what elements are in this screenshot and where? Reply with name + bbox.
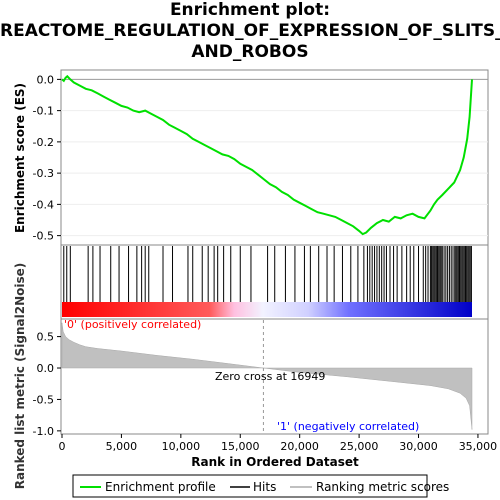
x-tick-label: 10,000 bbox=[162, 440, 201, 453]
es-tick-label: -0.3 bbox=[33, 167, 54, 180]
es-tick-label: -0.4 bbox=[33, 198, 54, 211]
x-tick-label: 25,000 bbox=[340, 440, 379, 453]
metric-tick-label: 0.5 bbox=[37, 331, 55, 344]
legend-enrichment-profile: Enrichment profile bbox=[105, 480, 216, 494]
metric-axis-label: Ranked list metric (Signal2Noise) bbox=[13, 263, 27, 490]
title-line-2: REACTOME_REGULATION_OF_EXPRESSION_OF_SLI… bbox=[0, 21, 500, 41]
es-tick-label: 0.0 bbox=[37, 73, 55, 86]
positive-correlated-label: '0' (positively correlated) bbox=[64, 318, 201, 331]
metric-tick-label: 0.0 bbox=[37, 362, 55, 375]
legend: Enrichment profile Hits Ranking metric s… bbox=[72, 474, 449, 498]
legend-hits: Hits bbox=[253, 480, 276, 494]
negative-correlated-label: '1' (negatively correlated) bbox=[277, 420, 419, 433]
title-line-1: Enrichment plot: bbox=[169, 0, 331, 20]
metric-tick-label: -1.0 bbox=[33, 425, 54, 438]
es-tick-label: -0.2 bbox=[33, 136, 54, 149]
x-tick-label: 20,000 bbox=[280, 440, 319, 453]
title-line-3: AND_ROBOS bbox=[191, 42, 309, 62]
legend-ranking-metric-scores: Ranking metric scores bbox=[316, 480, 449, 494]
x-tick-label: 35,000 bbox=[459, 440, 498, 453]
x-axis-label: Rank in Ordered Dataset bbox=[191, 455, 359, 469]
ranking-metric-area bbox=[61, 322, 473, 430]
rank-color-bar bbox=[62, 302, 472, 317]
es-tick-label: -0.1 bbox=[33, 105, 54, 118]
enrichment-profile-line bbox=[61, 74, 473, 236]
metric-tick-label: -0.5 bbox=[33, 393, 54, 406]
chart-title: Enrichment plot: REACTOME_REGULATION_OF_… bbox=[0, 0, 500, 63]
zero-cross-label: Zero cross at 16949 bbox=[215, 370, 325, 383]
es-tick-label: -0.5 bbox=[33, 230, 54, 243]
es-axis-label: Enrichment score (ES) bbox=[13, 83, 27, 233]
x-tick-label: 5,000 bbox=[106, 440, 138, 453]
x-tick-label: 0 bbox=[59, 440, 66, 453]
x-tick-label: 15,000 bbox=[221, 440, 260, 453]
x-tick-label: 30,000 bbox=[399, 440, 438, 453]
